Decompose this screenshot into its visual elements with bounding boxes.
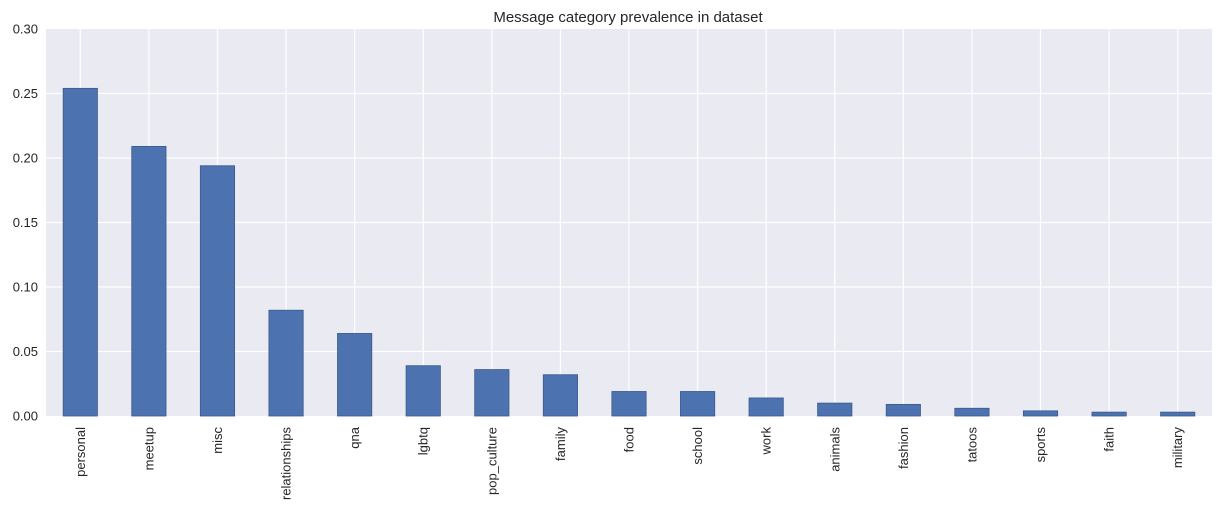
bar-meetup: [131, 145, 167, 417]
x-tick-label: fashion: [896, 427, 911, 469]
x-axis-ticks: personal meetup misc relationships qna lgbtq p…: [73, 426, 1185, 500]
x-tick-label: school: [690, 427, 705, 465]
y-tick-label: 0.15: [13, 215, 38, 230]
x-tick-label: pop_culture: [484, 427, 499, 495]
y-axis-ticks: 0.00 0.05 0.10 0.15 0.20 0.25 0.30: [13, 22, 38, 424]
bar-pop_culture: [474, 369, 510, 417]
bar-sports: [1022, 410, 1059, 417]
bar-school: [680, 391, 716, 417]
x-tick-label: faith: [1102, 427, 1117, 452]
x-tick-label: lgbtq: [416, 427, 431, 455]
chart-title: Message category prevalence in dataset: [493, 9, 763, 26]
bar-military: [1160, 411, 1196, 417]
bar-faith: [1091, 411, 1127, 417]
bar-personal: [62, 87, 98, 417]
x-tick-label: family: [553, 427, 568, 461]
bar-work: [748, 397, 784, 417]
x-tick-label: tatoos: [964, 427, 979, 463]
x-tick-label: food: [622, 427, 637, 452]
y-tick-label: 0.05: [13, 344, 38, 359]
x-tick-label: relationships: [279, 427, 294, 500]
y-tick-label: 0.25: [13, 86, 38, 101]
bar-tatoos: [954, 407, 990, 417]
bar-fashion: [885, 403, 921, 417]
bar-qna: [337, 333, 373, 417]
bar-food: [611, 391, 647, 417]
bar-relationships: [268, 309, 304, 417]
x-tick-label: sports: [1033, 427, 1048, 463]
x-tick-label: animals: [827, 427, 842, 472]
x-tick-label: work: [759, 427, 774, 456]
bar-family: [542, 374, 578, 417]
gridlines: [46, 29, 1212, 416]
bars: [62, 87, 1196, 417]
bar-animals: [817, 402, 853, 417]
y-tick-label: 0.30: [13, 22, 38, 37]
bar-lgbtq: [405, 365, 441, 417]
x-tick-label: misc: [210, 427, 225, 454]
y-tick-label: 0.00: [13, 409, 38, 424]
y-tick-label: 0.10: [13, 280, 38, 295]
x-tick-label: qna: [347, 426, 362, 448]
x-tick-label: military: [1170, 427, 1185, 469]
bar-misc: [199, 165, 236, 417]
x-tick-label: meetup: [141, 427, 156, 470]
y-tick-label: 0.20: [13, 151, 38, 166]
x-tick-label: personal: [73, 427, 88, 477]
